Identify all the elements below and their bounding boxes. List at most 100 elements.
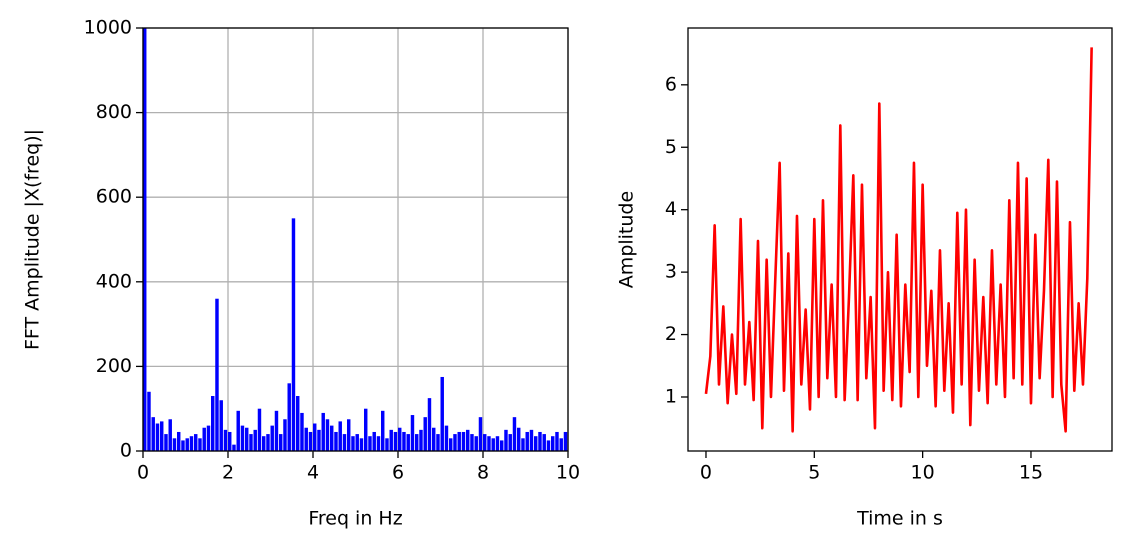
line — [704, 47, 1093, 433]
bar — [512, 417, 517, 451]
bar — [313, 423, 317, 451]
bar — [415, 434, 419, 451]
bar — [474, 436, 478, 451]
bar — [381, 410, 385, 451]
bar — [440, 376, 444, 451]
bar — [223, 429, 228, 451]
x-axis-label: Time in s — [856, 508, 943, 530]
y-axis-label: FFT Amplitude |X(freq)| — [22, 129, 44, 350]
bar — [240, 425, 245, 451]
bar — [279, 434, 283, 451]
bar — [538, 431, 542, 451]
bar — [253, 429, 257, 451]
bar — [189, 436, 194, 451]
bar — [457, 431, 461, 451]
bar — [300, 412, 304, 451]
bar — [483, 434, 487, 451]
bar — [389, 429, 393, 451]
bar — [406, 434, 410, 451]
bar — [495, 436, 500, 451]
bar — [419, 429, 423, 451]
x-tick-label: 6 — [392, 462, 404, 484]
bar — [266, 434, 270, 451]
bar — [236, 410, 240, 451]
y-tick-label: 800 — [96, 101, 132, 123]
y-tick-label: 400 — [96, 270, 132, 292]
bar — [542, 434, 546, 451]
bar — [164, 434, 168, 451]
bar — [427, 398, 432, 451]
bar — [177, 431, 181, 451]
x-tick-label: 0 — [137, 462, 149, 484]
bar — [555, 431, 559, 451]
bar — [172, 438, 177, 451]
bar — [410, 415, 415, 451]
bar — [563, 431, 568, 451]
bar — [330, 425, 334, 451]
bar — [500, 440, 504, 451]
bar — [436, 434, 440, 451]
bar — [402, 431, 406, 451]
bar — [453, 434, 457, 451]
bar — [559, 438, 563, 451]
bar — [449, 438, 453, 451]
bar — [283, 419, 287, 451]
bar — [325, 419, 330, 451]
bar — [546, 440, 551, 451]
bar — [274, 410, 279, 451]
axes-frame — [687, 27, 1113, 452]
y-tick-label: 200 — [96, 355, 132, 377]
x-tick-label: 2 — [222, 462, 234, 484]
bar — [372, 431, 376, 451]
bar — [215, 298, 219, 451]
y-tick-label: 4 — [665, 198, 677, 220]
bar — [206, 425, 211, 451]
bar — [168, 419, 172, 451]
bar — [385, 438, 389, 451]
bar — [355, 434, 359, 451]
axes-frame — [142, 27, 569, 452]
x-tick-label: 0 — [700, 462, 712, 484]
bar — [491, 438, 495, 451]
bar — [423, 417, 427, 451]
bar — [321, 412, 325, 451]
bar — [338, 421, 342, 451]
bar — [347, 419, 351, 451]
x-tick-label: 10 — [556, 462, 580, 484]
bar — [470, 434, 474, 451]
bar — [508, 434, 512, 451]
y-tick-label: 3 — [665, 261, 677, 283]
x-tick-label: 8 — [477, 462, 489, 484]
bar — [398, 427, 402, 451]
bar — [551, 436, 555, 451]
bar — [317, 429, 321, 451]
bar — [228, 431, 232, 451]
bar — [160, 421, 164, 451]
bar — [198, 438, 202, 451]
bar — [257, 408, 262, 451]
y-tick-label: 1 — [665, 385, 677, 407]
bar — [521, 438, 525, 451]
bar — [359, 438, 364, 451]
bar — [291, 218, 296, 451]
bar — [232, 444, 236, 451]
x-tick-label: 4 — [307, 462, 319, 484]
bar — [466, 429, 470, 451]
x-tick-label: 15 — [1019, 462, 1043, 484]
bar — [504, 429, 508, 451]
bar — [143, 28, 147, 451]
y-tick-label: 5 — [665, 136, 677, 158]
bar — [364, 408, 368, 451]
y-tick-label: 600 — [96, 186, 132, 208]
bar — [270, 425, 274, 451]
bar — [194, 434, 198, 451]
y-axis-label: Amplitude — [616, 191, 638, 288]
bar — [211, 396, 215, 451]
bar — [525, 431, 529, 451]
bar — [368, 436, 372, 451]
bar — [487, 436, 491, 451]
bar — [376, 436, 381, 451]
bar — [296, 396, 300, 451]
x-tick-label: 10 — [911, 462, 935, 484]
